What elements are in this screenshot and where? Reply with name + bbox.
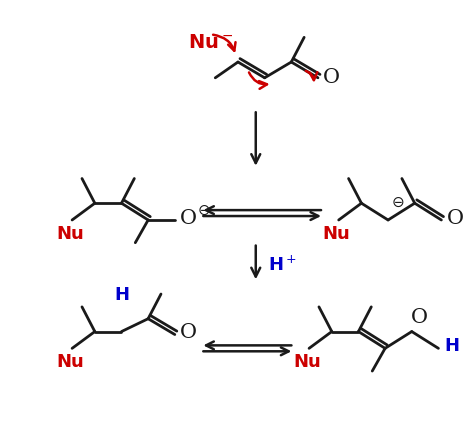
Text: O: O (447, 208, 464, 227)
Text: O: O (180, 323, 197, 342)
Text: O: O (411, 308, 428, 327)
Text: ⊖: ⊖ (198, 203, 211, 218)
Text: Nu: Nu (56, 225, 84, 243)
Text: O: O (180, 208, 197, 227)
Text: ⊖: ⊖ (392, 195, 404, 210)
Text: Nu$^-$: Nu$^-$ (188, 33, 233, 52)
Text: O: O (323, 68, 340, 87)
Text: Nu: Nu (56, 353, 84, 371)
Text: H: H (114, 286, 129, 304)
Text: Nu: Nu (323, 225, 351, 243)
Text: H$^+$: H$^+$ (268, 256, 297, 275)
Text: H: H (445, 337, 460, 355)
Text: Nu: Nu (293, 353, 321, 371)
